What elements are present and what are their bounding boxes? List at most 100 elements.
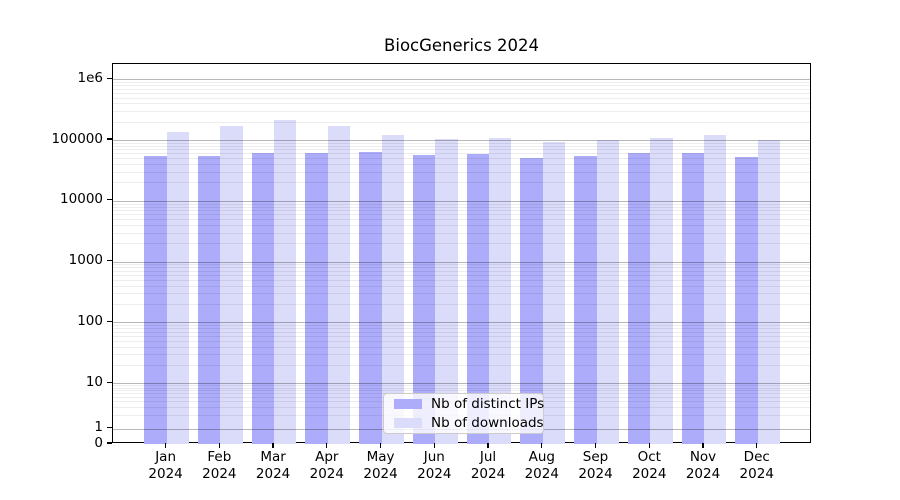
bar-downloads-oct (650, 137, 673, 444)
y-tick-mark (107, 427, 112, 429)
bar-ips-jan (144, 156, 167, 444)
minor-gridline (113, 182, 810, 184)
x-tick-label-oct: Oct 2024 (632, 449, 667, 482)
bar-downloads-jun (435, 139, 458, 444)
legend: Nb of distinct IPs Nb of downloads (383, 393, 544, 434)
minor-gridline (113, 145, 810, 147)
minor-gridline (113, 335, 810, 337)
bar-ips-dec (735, 156, 758, 444)
minor-gridline (113, 97, 810, 99)
y-tick-mark (107, 77, 112, 79)
x-tick-mark (487, 443, 489, 448)
x-tick-label-may: May 2024 (363, 449, 398, 482)
major-gridline (113, 140, 810, 141)
minor-gridline (113, 364, 810, 366)
legend-swatch-icon (394, 398, 422, 410)
x-tick-label-feb: Feb 2024 (202, 449, 237, 482)
minor-gridline (113, 164, 810, 166)
x-tick-mark (272, 443, 274, 448)
minor-gridline (113, 243, 810, 245)
bar-downloads-sep (596, 139, 619, 444)
minor-gridline (113, 224, 810, 226)
bar-ips-oct (627, 152, 651, 444)
x-tick-label-dec: Dec 2024 (739, 449, 774, 482)
major-gridline (113, 261, 810, 263)
minor-gridline (113, 85, 810, 87)
x-tick-mark (433, 443, 435, 448)
minor-gridline (113, 328, 810, 330)
minor-gridline (113, 206, 810, 208)
x-tick-label-jul: Jul 2024 (470, 449, 506, 482)
minor-gridline (113, 346, 810, 348)
minor-gridline (113, 304, 810, 306)
x-tick-mark (541, 443, 543, 448)
x-tick-mark (594, 443, 597, 448)
y-tick-mark (107, 442, 112, 444)
legend-swatch-icon (394, 417, 422, 429)
minor-gridline (113, 275, 810, 277)
minor-gridline (113, 385, 810, 387)
minor-gridline (113, 232, 810, 234)
bar-ips-aug (520, 158, 543, 444)
major-gridline (113, 322, 810, 324)
bar-ips-mar (251, 153, 275, 444)
bar-downloads-aug (542, 141, 566, 444)
bar-downloads-apr (327, 125, 351, 444)
bars-layer (113, 64, 810, 444)
y-tick-label: 100 (77, 312, 103, 329)
x-tick-mark (648, 443, 650, 448)
y-tick-mark (107, 260, 112, 262)
major-gridline (113, 79, 810, 81)
minor-gridline (113, 92, 810, 94)
x-tick-mark (218, 443, 220, 448)
legend-label: Nb of downloads (431, 415, 544, 431)
legend-row: Nb of distinct IPs (394, 396, 544, 412)
bar-downloads-may (381, 134, 404, 444)
y-tick-label: 0 (94, 434, 103, 451)
grid-layer (113, 64, 810, 442)
x-tick-label-nov: Nov 2024 (685, 449, 721, 482)
minor-gridline (113, 264, 810, 266)
x-tick-mark (326, 443, 328, 448)
y-tick-label: 10 (85, 373, 103, 390)
minor-gridline (113, 203, 810, 205)
legend-label: Nb of distinct IPs (431, 396, 545, 412)
x-tick-mark (702, 443, 704, 448)
minor-gridline (113, 271, 810, 273)
minor-gridline (113, 219, 810, 221)
y-tick-mark (107, 138, 112, 140)
bar-downloads-mar (274, 120, 297, 444)
minor-gridline (113, 340, 810, 342)
minor-gridline (113, 387, 810, 389)
bar-ips-feb (197, 156, 221, 444)
chart-title: BiocGenerics 2024 (384, 36, 539, 55)
y-tick-label: 1000 (68, 252, 103, 269)
minor-gridline (113, 103, 810, 105)
minor-gridline (113, 142, 810, 144)
bar-ips-may (359, 152, 382, 444)
x-tick-label-sep: Sep 2024 (578, 449, 613, 482)
minor-gridline (113, 210, 810, 212)
minor-gridline (113, 285, 810, 287)
minor-gridline (113, 325, 810, 327)
bar-ips-jun (412, 155, 436, 444)
legend-row: Nb of downloads (394, 415, 544, 431)
bar-ips-apr (305, 153, 328, 444)
x-tick-label-jan: Jan 2024 (148, 449, 183, 482)
x-tick-mark (379, 443, 382, 448)
x-tick-mark (165, 443, 167, 448)
minor-gridline (113, 293, 810, 295)
minor-gridline (113, 279, 810, 281)
minor-gridline (113, 110, 810, 112)
major-gridline (113, 383, 810, 385)
minor-gridline (113, 354, 810, 356)
y-tick-label: 100000 (51, 130, 103, 147)
minor-gridline (113, 88, 810, 90)
x-tick-label-jun: Jun 2024 (417, 449, 452, 482)
minor-gridline (113, 331, 810, 333)
plot-area: Nb of distinct IPs Nb of downloads (112, 63, 811, 444)
y-tick-label: 10000 (60, 191, 103, 208)
y-tick-label: 1e6 (77, 69, 103, 86)
y-tick-label: 1 (94, 419, 103, 436)
y-tick-mark (107, 199, 112, 201)
